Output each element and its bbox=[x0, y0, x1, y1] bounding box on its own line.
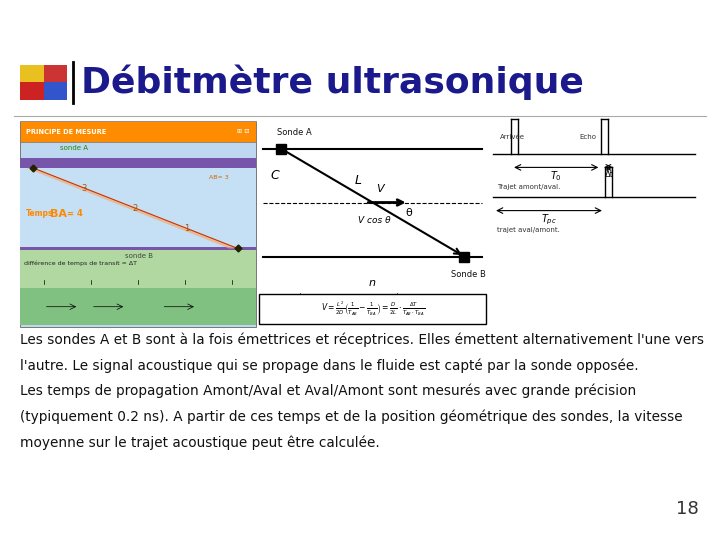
Text: $T_0$: $T_0$ bbox=[550, 170, 562, 184]
Text: ⊞ ⊟: ⊞ ⊟ bbox=[238, 129, 250, 134]
Text: BA: BA bbox=[50, 208, 68, 219]
Text: Temps: Temps bbox=[26, 209, 53, 218]
Text: 3: 3 bbox=[81, 184, 87, 193]
Text: (typiquement 0.2 ns). A partir de ces temps et de la position géométrique des so: (typiquement 0.2 ns). A partir de ces te… bbox=[20, 410, 683, 424]
Text: V: V bbox=[376, 184, 384, 194]
Bar bbox=[20, 158, 256, 168]
Text: Débitmètre ultrasonique: Débitmètre ultrasonique bbox=[81, 65, 584, 100]
Polygon shape bbox=[26, 168, 238, 248]
Text: trajet aval/amont.: trajet aval/amont. bbox=[497, 227, 559, 233]
Bar bbox=[20, 250, 256, 288]
Text: Echo: Echo bbox=[580, 134, 597, 140]
Text: $T_{BA} = \frac{L}{C - V \cos\theta}$: $T_{BA} = \frac{L}{C - V \cos\theta}$ bbox=[356, 292, 415, 308]
Bar bbox=[20, 247, 256, 257]
Text: L: L bbox=[355, 174, 361, 187]
Text: différence de temps de transit = ΔT: différence de temps de transit = ΔT bbox=[24, 261, 137, 266]
Text: = 4: = 4 bbox=[67, 209, 83, 218]
Bar bbox=[20, 122, 256, 327]
Bar bbox=[20, 122, 256, 142]
Text: sonde B: sonde B bbox=[125, 253, 153, 259]
Text: sonde A: sonde A bbox=[60, 145, 88, 151]
Text: $T_{pc}$: $T_{pc}$ bbox=[541, 213, 557, 227]
Text: AB= 3: AB= 3 bbox=[209, 175, 228, 180]
Text: C: C bbox=[270, 169, 279, 182]
Text: n: n bbox=[369, 278, 376, 288]
Text: l'autre. Le signal acoustique qui se propage dans le fluide est capté par la son: l'autre. Le signal acoustique qui se pro… bbox=[20, 358, 639, 373]
Text: Trajet amont/aval.: Trajet amont/aval. bbox=[497, 184, 560, 190]
Text: PRINCIPE DE MESURE: PRINCIPE DE MESURE bbox=[26, 129, 106, 135]
Bar bbox=[20, 168, 256, 248]
Bar bbox=[44, 82, 67, 100]
Bar bbox=[44, 65, 67, 82]
Text: Δt: Δt bbox=[606, 170, 614, 179]
Bar bbox=[259, 294, 486, 324]
Text: Sonde B: Sonde B bbox=[451, 270, 485, 279]
Text: $V = \frac{L^2}{2D}\left(\frac{1}{T_{AB}} - \frac{1}{T_{BA}}\right) = \frac{D}{2: $V = \frac{L^2}{2D}\left(\frac{1}{T_{AB}… bbox=[320, 300, 425, 318]
Text: 2: 2 bbox=[132, 204, 138, 213]
Bar bbox=[20, 82, 44, 100]
Text: 18: 18 bbox=[675, 501, 698, 518]
Bar bbox=[20, 65, 44, 82]
Text: θ: θ bbox=[405, 208, 412, 218]
Text: Sonde A: Sonde A bbox=[277, 127, 312, 137]
Text: Les sondes A et B sont à la fois émettrices et réceptrices. Elles émettent alter: Les sondes A et B sont à la fois émettri… bbox=[20, 332, 704, 347]
Text: $T_{AB} = \frac{L}{C + V \cos\theta}$: $T_{AB} = \frac{L}{C + V \cos\theta}$ bbox=[259, 292, 318, 308]
Text: Les temps de propagation Amont/Aval et Aval/Amont sont mesurés avec grande préci: Les temps de propagation Amont/Aval et A… bbox=[20, 384, 636, 399]
Text: V cos θ: V cos θ bbox=[359, 216, 391, 225]
Text: moyenne sur le trajet acoustique peut être calculée.: moyenne sur le trajet acoustique peut êt… bbox=[20, 436, 380, 450]
Text: Arrivée: Arrivée bbox=[500, 134, 526, 140]
Text: 1: 1 bbox=[184, 224, 189, 233]
Bar bbox=[20, 288, 256, 325]
